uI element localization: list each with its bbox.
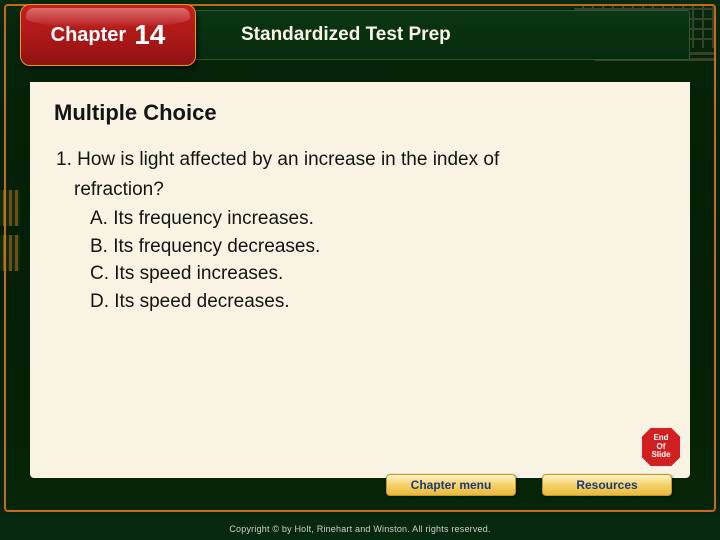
- chapter-number: 14: [134, 19, 165, 51]
- resources-button[interactable]: Resources: [542, 474, 672, 496]
- left-accent-bottom: [0, 235, 20, 271]
- slide-root: Standardized Test Prep Chapter 14 Multip…: [0, 0, 720, 540]
- left-accent-top: [0, 190, 20, 226]
- question-stem-line2: refraction?: [56, 176, 666, 204]
- end-of-slide-button[interactable]: End Of Slide: [640, 426, 682, 468]
- chapter-badge: Chapter 14: [20, 4, 196, 66]
- chapter-menu-button[interactable]: Chapter menu: [386, 474, 516, 496]
- resources-label: Resources: [576, 478, 637, 492]
- option-c: C. Its speed increases.: [56, 260, 666, 288]
- stop-sign-icon: End Of Slide: [640, 426, 682, 468]
- copyright-text: Copyright © by Holt, Rinehart and Winsto…: [0, 524, 720, 534]
- content-panel: Multiple Choice 1. How is light affected…: [30, 82, 690, 478]
- end-of-slide-label: End Of Slide: [651, 434, 670, 459]
- question-block: 1. How is light affected by an increase …: [56, 146, 666, 315]
- option-d: D. Its speed decreases.: [56, 288, 666, 316]
- chapter-menu-label: Chapter menu: [411, 478, 492, 492]
- section-title: Multiple Choice: [54, 100, 666, 126]
- bottom-nav-bar: Chapter menu Resources: [30, 470, 690, 500]
- option-a: A. Its frequency increases.: [56, 205, 666, 233]
- slide-title: Standardized Test Prep: [241, 24, 451, 46]
- chapter-label: Chapter: [51, 24, 127, 47]
- question-stem-line1: 1. How is light affected by an increase …: [56, 146, 666, 174]
- option-b: B. Its frequency decreases.: [56, 233, 666, 261]
